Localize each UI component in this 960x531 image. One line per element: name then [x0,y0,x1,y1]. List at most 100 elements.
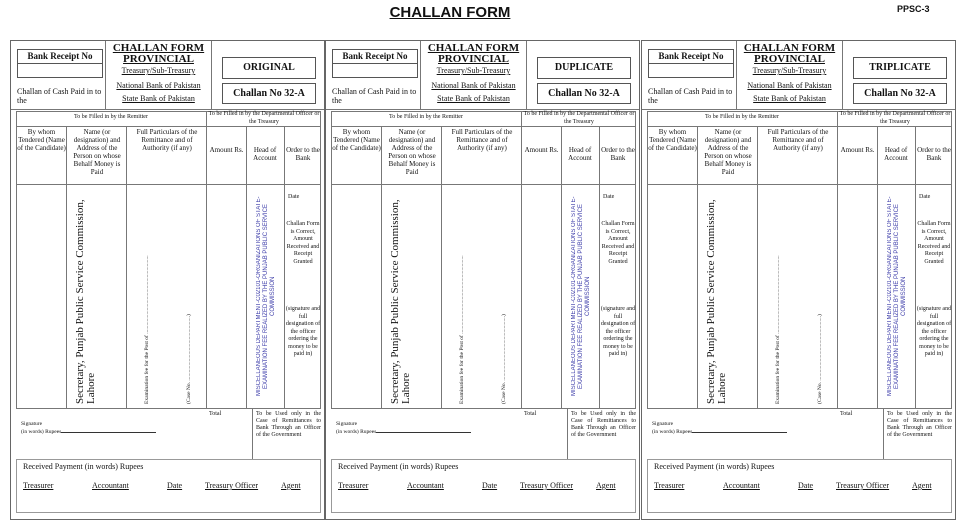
head-of-account-text: MISCELLANEOUS DEPARTMENT-C02101-ORGANIZA… [887,196,907,397]
treasury-officer-label: Treasury Officer [520,481,574,490]
amount-field[interactable] [521,184,561,409]
sbp-label: State Bank of Pakistan [753,94,826,103]
officer-section-label: To be Filled in by the Departmental Offi… [523,111,635,125]
sbp-label: State Bank of Pakistan [437,94,510,103]
order-text: Challan Form is Correct, Amount Received… [917,221,951,265]
col-name-address: Name (or designation) and Address of the… [73,128,121,176]
case-no-field[interactable]: (Case No. ..............................… [186,314,192,404]
col-name-address: Name (or designation) and Address of the… [704,128,752,176]
col-particulars: Full Particulars of the Remittance and o… [767,128,829,152]
bank-receipt-label: Bank Receipt No [18,50,102,64]
form-heading: CHALLAN FORM PROVINCIAL [112,42,205,65]
cash-paid-label: Challan of Cash Paid in to the [648,87,733,105]
col-tendered-by: By whom Tendered (Name of the Candidate) [332,128,381,152]
bank-receipt-box: Bank Receipt No [332,49,418,78]
col-tendered-by: By whom Tendered (Name of the Candidate) [17,128,66,152]
challan-number: Challan No 32-A [853,83,947,104]
accountant-label: Accountant [723,481,760,490]
total-label: Total [209,411,222,417]
signature-label: Signature [21,421,43,427]
in-words-field[interactable]: (in words) Rupees [652,429,812,435]
date-label: Date [798,481,814,490]
payee-text: Secretary, Punjab Public Service Commiss… [74,199,97,404]
remittance-table [16,111,321,409]
col-head-of-account: Head of Account [568,146,592,162]
bank-receipt-box: Bank Receipt No [648,49,734,78]
date-label: Date [482,481,498,490]
col-name-address: Name (or designation) and Address of the… [388,128,436,176]
received-payment-label: Received Payment (in words) Rupees [654,462,775,471]
order-signature-note: (signature and full designation of the o… [285,306,321,357]
copy-label: ORIGINAL [222,57,316,79]
amount-field[interactable] [206,184,246,409]
treasury-officer-label: Treasury Officer [205,481,259,490]
form-heading: CHALLAN FORM PROVINCIAL [743,42,836,65]
remittance-table [331,111,636,409]
order-text: Challan Form is Correct, Amount Received… [601,221,635,265]
order-date: Date [919,194,931,200]
nbp-label: National Bank of Pakistan [116,81,201,90]
order-date: Date [288,194,300,200]
col-amount: Amount Rs. [840,146,875,154]
challan-number: Challan No 32-A [537,83,631,104]
col-amount: Amount Rs. [209,146,244,154]
govt-note: To be Used only in the Case of Remittanc… [256,411,321,438]
challan-copy-3: Bank Receipt No Challan of Cash Paid in … [641,40,956,520]
challan-copy-2: Bank Receipt No Challan of Cash Paid in … [325,40,640,520]
remitter-section-label: To be Filled in by the Remitter [705,114,779,120]
remitter-section-label: To be Filled in by the Remitter [389,114,463,120]
govt-note: To be Used only in the Case of Remittanc… [571,411,636,438]
head-of-account-text: MISCELLANEOUS DEPARTMENT-C02101-ORGANIZA… [256,196,276,397]
nbp-label: National Bank of Pakistan [431,81,516,90]
treasury-label: Treasury/Sub-Treasury [436,66,511,75]
amount-field[interactable] [837,184,877,409]
bank-receipt-field[interactable] [18,64,102,78]
col-amount: Amount Rs. [524,146,559,154]
treasury-officer-label: Treasury Officer [836,481,890,490]
copy-label: DUPLICATE [537,57,631,79]
accountant-label: Accountant [407,481,444,490]
exam-fee-field[interactable]: Examination fee for the Post of ........… [459,255,465,404]
exam-fee-field[interactable]: Examination fee for the Post of ........… [775,255,781,404]
treasury-label: Treasury/Sub-Treasury [752,66,827,75]
received-payment-box: Received Payment (in words) Rupees Treas… [647,459,952,513]
bank-receipt-label: Bank Receipt No [649,50,733,64]
agent-label: Agent [596,481,616,490]
col-order: Order to the Bank [601,146,635,162]
case-no-field[interactable]: (Case No. ..............................… [817,314,823,404]
received-payment-box: Received Payment (in words) Rupees Treas… [331,459,636,513]
col-particulars: Full Particulars of the Remittance and o… [451,128,513,152]
in-words-field[interactable]: (in words) Rupees [336,429,496,435]
bank-receipt-field[interactable] [649,64,733,78]
col-tendered-by: By whom Tendered (Name of the Candidate) [648,128,697,152]
challan-number: Challan No 32-A [222,83,316,104]
agent-label: Agent [912,481,932,490]
treasury-label: Treasury/Sub-Treasury [121,66,196,75]
col-order: Order to the Bank [917,146,951,162]
signature-label: Signature [336,421,358,427]
cash-paid-label: Challan of Cash Paid in to the [17,87,102,105]
payee-text: Secretary, Punjab Public Service Commiss… [705,199,728,404]
received-payment-box: Received Payment (in words) Rupees Treas… [16,459,321,513]
sbp-label: State Bank of Pakistan [122,94,195,103]
bank-receipt-field[interactable] [333,64,417,78]
bank-receipt-label: Bank Receipt No [333,50,417,64]
in-words-field[interactable]: (in words) Rupees [21,429,181,435]
treasurer-label: Treasurer [338,481,369,490]
officer-section-label: To be Filled in by the Departmental Offi… [839,111,951,125]
order-date: Date [603,194,615,200]
bank-receipt-box: Bank Receipt No [17,49,103,78]
treasurer-label: Treasurer [23,481,54,490]
treasurer-label: Treasurer [654,481,685,490]
received-payment-label: Received Payment (in words) Rupees [338,462,459,471]
exam-fee-field[interactable]: Examination fee for the Post of ........… [144,255,150,404]
case-no-field[interactable]: (Case No. ..............................… [501,314,507,404]
date-label: Date [167,481,183,490]
nbp-label: National Bank of Pakistan [747,81,832,90]
payee-text: Secretary, Punjab Public Service Commiss… [389,199,412,404]
order-text: Challan Form is Correct, Amount Received… [286,221,320,265]
col-particulars: Full Particulars of the Remittance and o… [136,128,198,152]
officer-section-label: To be Filled in by the Departmental Offi… [208,111,320,125]
total-label: Total [840,411,853,417]
agent-label: Agent [281,481,301,490]
